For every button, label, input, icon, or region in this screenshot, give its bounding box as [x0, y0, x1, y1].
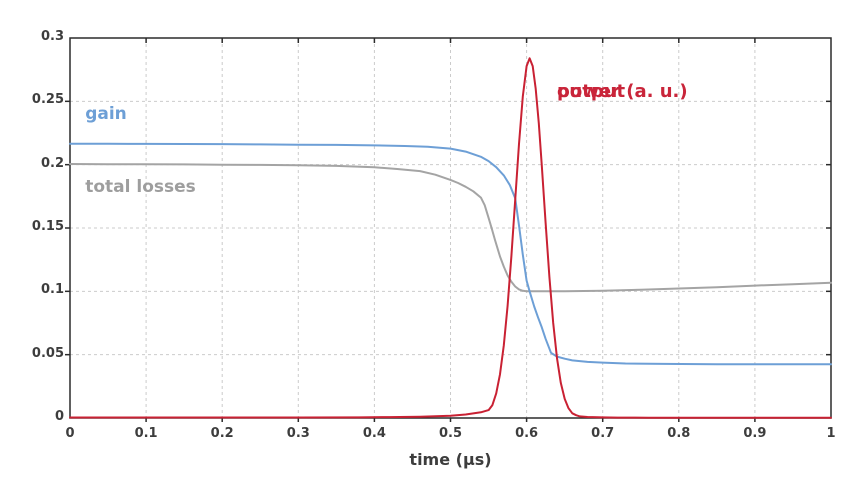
output-power-line	[69, 57, 832, 419]
y-tick-label: 0.2	[40, 155, 64, 171]
y-tick-label: 0.1	[40, 282, 64, 298]
output-power-label-line: output	[557, 81, 626, 102]
x-tick-label: 0.5	[438, 426, 463, 441]
x-tick-label: 0.6	[515, 426, 539, 441]
total-losses-line	[69, 163, 832, 293]
y-tick-label: 0	[54, 409, 64, 424]
y-tick-label: 0.25	[31, 92, 64, 108]
x-tick-label: 0.2	[210, 426, 234, 441]
y-tick-label: 0.3	[40, 29, 64, 44]
x-tick-label: 1	[826, 426, 836, 441]
x-tick-label: 0	[65, 426, 75, 441]
gain-line	[69, 142, 832, 366]
y-tick-label: 0.15	[31, 219, 64, 234]
x-tick-label: 0.4	[362, 426, 386, 441]
x-tick-label: 0.8	[667, 426, 691, 441]
gain-label-line: gain	[85, 103, 127, 124]
output-power-label-line: power (a. u.)	[557, 81, 688, 102]
y-tick-label: 0.05	[31, 345, 64, 361]
x-tick-label: 0.3	[286, 426, 310, 441]
x-tick-label: 0.1	[134, 426, 158, 441]
x-tick-label: 0.7	[591, 426, 615, 441]
total-losses-label-line: total losses	[85, 176, 196, 197]
x-tick-label: 0.9	[743, 426, 767, 441]
x-axis-title: time (µs)	[409, 450, 492, 469]
